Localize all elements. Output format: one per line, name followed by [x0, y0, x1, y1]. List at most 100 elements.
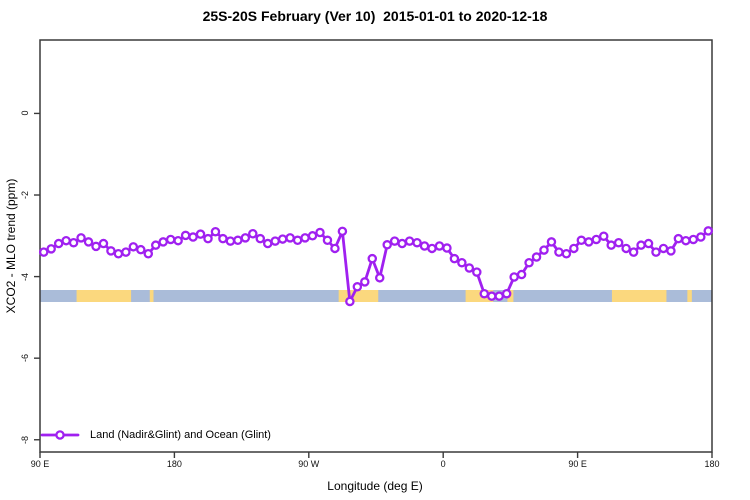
data-point — [195, 229, 206, 239]
data-point — [516, 269, 527, 280]
data-point — [158, 237, 168, 247]
data-point — [404, 236, 415, 246]
data-point — [285, 233, 295, 243]
data-point — [113, 249, 124, 259]
data-point — [53, 238, 64, 249]
data-point — [83, 237, 94, 247]
data-point — [337, 226, 348, 237]
data-point — [613, 237, 624, 248]
chart-title: 25S-20S February (Ver 10) 2015-01-01 to … — [202, 8, 548, 24]
data-point — [688, 234, 699, 245]
data-point — [270, 236, 280, 246]
x-tick-label: 90 W — [298, 459, 320, 469]
data-point — [121, 247, 131, 257]
data-series — [38, 226, 714, 307]
data-point — [539, 245, 549, 255]
y-tick-label: 0 — [20, 110, 30, 116]
data-point — [203, 233, 213, 244]
data-point — [576, 235, 587, 246]
legend-marker-icon — [40, 430, 80, 440]
data-point — [584, 237, 594, 247]
land-segment — [611, 290, 667, 302]
data-point — [165, 234, 176, 245]
data-point — [106, 246, 116, 256]
data-point — [419, 241, 430, 251]
data-point — [330, 243, 340, 254]
data-point — [307, 231, 318, 241]
legend: Land (Nadir&Glint) and Ocean (Glint) — [40, 428, 271, 442]
data-point — [449, 253, 460, 264]
data-point — [374, 273, 385, 283]
data-point — [46, 244, 56, 254]
data-point — [143, 249, 154, 259]
data-point — [367, 253, 378, 264]
data-point — [531, 252, 542, 262]
data-point — [128, 242, 139, 252]
data-point — [300, 233, 310, 243]
data-point — [292, 235, 303, 246]
data-point — [509, 272, 519, 282]
data-point — [233, 235, 243, 246]
data-point — [68, 237, 79, 248]
y-tick-label: -4 — [20, 272, 30, 281]
data-point — [345, 296, 355, 307]
data-point — [188, 232, 198, 242]
legend-label: Land (Nadir&Glint) and Ocean (Glint) — [90, 429, 271, 441]
data-point — [621, 243, 631, 254]
plot-border — [39, 39, 713, 453]
data-point — [412, 237, 422, 248]
data-point — [494, 291, 504, 301]
data-point — [91, 241, 101, 252]
data-point — [248, 229, 258, 239]
data-point — [643, 238, 654, 249]
y-tick-label: -2 — [20, 190, 30, 200]
y-axis-title: XCO2 - MLO trend (ppm) — [4, 178, 18, 314]
data-point — [173, 235, 183, 246]
data-point — [524, 257, 534, 268]
data-point — [703, 226, 714, 236]
data-point — [501, 288, 512, 299]
data-point — [352, 282, 363, 292]
data-point — [76, 233, 86, 243]
x-tick-label: 180 — [166, 459, 182, 469]
data-point — [636, 240, 646, 250]
x-tick-label: 90 E — [568, 459, 587, 469]
data-point — [136, 244, 146, 255]
data-point — [240, 233, 251, 243]
data-point — [38, 247, 49, 257]
data-point — [591, 234, 602, 245]
data-point — [651, 247, 661, 257]
data-point — [262, 238, 273, 249]
data-point — [673, 233, 684, 244]
data-point — [546, 237, 557, 247]
data-point — [554, 247, 564, 257]
data-point — [255, 233, 266, 244]
data-point — [696, 232, 706, 242]
data-point — [315, 227, 325, 238]
data-point — [561, 249, 572, 259]
data-point — [150, 240, 161, 250]
data-point — [472, 267, 482, 277]
data-point — [322, 235, 333, 246]
data-point — [434, 241, 445, 251]
y-tick-label: -8 — [20, 435, 30, 444]
data-point — [628, 247, 639, 257]
land-segment — [76, 290, 132, 302]
land-segment — [149, 290, 154, 302]
data-point — [210, 226, 221, 237]
y-tick-label: -6 — [20, 354, 30, 363]
data-point — [606, 240, 616, 250]
data-point — [277, 234, 288, 244]
x-tick-label: 90 E — [30, 459, 50, 469]
data-point — [658, 243, 669, 254]
data-point — [61, 235, 71, 246]
land-segment — [338, 290, 379, 302]
data-point — [360, 277, 370, 287]
axis-ticks — [34, 112, 713, 458]
data-point — [598, 231, 609, 241]
data-point — [666, 246, 676, 256]
data-point — [218, 233, 228, 244]
data-point — [225, 236, 236, 246]
data-point — [681, 235, 691, 246]
